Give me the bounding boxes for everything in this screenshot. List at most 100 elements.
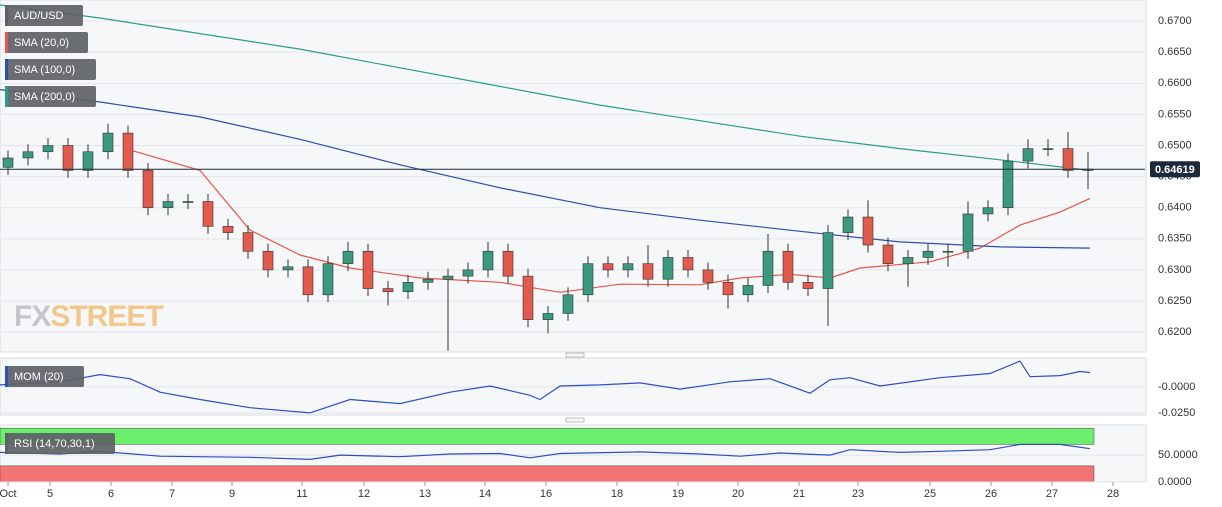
x-tick-label: 7: [169, 488, 175, 500]
legend-tag: SMA (100,0): [5, 59, 96, 80]
y-tick-label: 0.6200: [1158, 326, 1192, 338]
rsi-band: [0, 465, 1095, 483]
tag-box: [5, 433, 115, 454]
price-panel: [0, 0, 1147, 353]
tag-text: SMA (100,0): [14, 64, 75, 76]
candle-body: [482, 250, 494, 271]
indicator-line: [0, 360, 1091, 414]
tag-box: [5, 366, 84, 387]
watermark-part: FX: [14, 300, 51, 333]
sma-line: [129, 149, 1091, 293]
tag-strip: [5, 32, 8, 53]
candle-body: [642, 263, 654, 280]
y-tick-label: -0.0250: [1158, 407, 1195, 419]
x-tick-label: 25: [924, 488, 936, 500]
candle-body: [1062, 148, 1074, 171]
candle-body: [22, 151, 34, 159]
tag-box: [5, 86, 96, 107]
candle-body: [562, 294, 574, 314]
y-tick-label: 0.6700: [1158, 15, 1192, 27]
legend-tag: RSI (14,70,30,1): [5, 433, 115, 454]
x-tick-label: 19: [672, 488, 684, 500]
y-tick-label: 0.6250: [1158, 295, 1192, 307]
candle-body: [62, 145, 74, 171]
candle-body: [922, 250, 934, 258]
legend-tag: MOM (20): [5, 366, 84, 387]
last-price-label: 0.64619: [1155, 164, 1195, 176]
candle-body: [362, 250, 374, 289]
watermark: FXSTREET: [14, 300, 163, 333]
candle-body: [842, 216, 854, 233]
candle-body: [462, 269, 474, 277]
candle-body: [582, 263, 594, 296]
y-tick-label: 0.6350: [1158, 233, 1192, 245]
candle-body: [442, 275, 454, 280]
x-tick-label: 13: [419, 488, 431, 500]
y-tick-label: 0.6400: [1158, 202, 1192, 214]
y-tick-label: -0.0000: [1158, 381, 1195, 393]
candle-body: [662, 257, 674, 280]
x-tick-label: 28: [1107, 488, 1119, 500]
x-tick-label: 11: [296, 488, 307, 500]
candle-body: [182, 201, 194, 203]
watermark-part: STREET: [50, 300, 163, 333]
tag-text: AUD/USD: [14, 10, 64, 22]
tag-text: RSI (14,70,30,1): [14, 438, 95, 450]
x-tick-label: 16: [540, 488, 552, 500]
x-tick-label: 9: [229, 488, 235, 500]
x-tick-label: 21: [793, 488, 805, 500]
x-tick-label: 5: [47, 488, 53, 500]
mom-panel: [0, 357, 1147, 416]
candle-body: [422, 278, 434, 283]
candle-body: [522, 275, 534, 320]
x-tick-label: 23: [852, 488, 864, 500]
x-tick-label: 14: [479, 488, 491, 500]
candle-body: [42, 145, 54, 153]
tag-box: [5, 5, 83, 26]
candle-body: [202, 201, 214, 227]
rsi-band: [0, 427, 1095, 445]
tag-text: MOM (20): [14, 371, 64, 383]
x-tick-label: 6: [108, 488, 114, 500]
candle-body: [222, 226, 234, 233]
resize-handle[interactable]: [565, 417, 585, 423]
legend-tag: SMA (200,0): [5, 86, 96, 107]
candle-body: [902, 257, 914, 264]
sma-line: [0, 4, 1091, 171]
candle-body: [942, 250, 954, 253]
candle-body: [162, 201, 174, 209]
candle-body: [302, 266, 314, 296]
candle-body: [2, 157, 14, 168]
indicator-line: [0, 443, 1091, 461]
sma-line: [0, 89, 1091, 249]
tag-strip: [5, 5, 8, 26]
tag-text: SMA (20,0): [14, 37, 69, 49]
candle-body: [862, 216, 874, 246]
y-tick-label: 0.6550: [1158, 108, 1192, 120]
y-tick-label: 0.6300: [1158, 264, 1192, 276]
candle-body: [1022, 148, 1034, 162]
tag-strip: [5, 86, 8, 107]
candle-body: [82, 151, 94, 171]
candle-body: [722, 282, 734, 296]
candle-body: [962, 213, 974, 252]
y-tick-label: 0.6650: [1158, 46, 1192, 58]
candle-body: [382, 288, 394, 292]
x-tick-label: 27: [1046, 488, 1058, 500]
candle-body: [682, 257, 694, 271]
candle-body: [822, 232, 834, 289]
candle-body: [982, 207, 994, 215]
candle-body: [502, 250, 514, 277]
resize-handle[interactable]: [565, 352, 585, 358]
candle-body: [142, 170, 154, 209]
y-tick-label: 0.6500: [1158, 139, 1192, 151]
candle-body: [882, 244, 894, 264]
legend-tag: SMA (20,0): [5, 32, 88, 53]
legend-tag: AUD/USD: [5, 5, 83, 26]
candle-body: [542, 313, 554, 320]
candle-body: [742, 285, 754, 296]
candle-body: [342, 250, 354, 264]
candle-body: [782, 250, 794, 283]
candle-body: [102, 132, 114, 153]
tag-strip: [5, 59, 8, 80]
